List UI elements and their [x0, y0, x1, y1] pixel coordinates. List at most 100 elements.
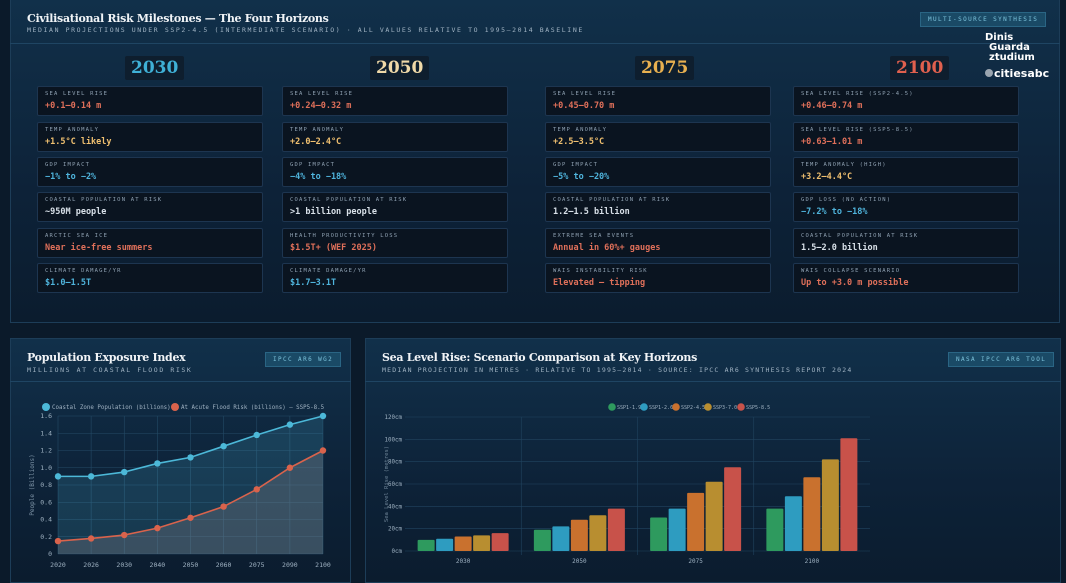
bar — [417, 539, 435, 551]
x-tick-label: 2075 — [688, 558, 703, 565]
y-tick-label: 1.0 — [40, 464, 52, 472]
metric-card: CLIMATE DAMAGE/YR $1.7–3.1T — [282, 263, 508, 293]
x-tick-label: 2030 — [456, 558, 471, 565]
metric-card: COASTAL POPULATION AT RISK ~950M people — [37, 192, 263, 222]
data-point — [54, 537, 62, 545]
metric-card: GDP IMPACT −1% to −2% — [37, 157, 263, 187]
legend-swatch — [608, 403, 616, 411]
metric-value: $1.5T+ (WEF 2025) — [290, 243, 377, 253]
metric-card: SEA LEVEL RISE +0.24–0.32 m — [282, 86, 508, 116]
metric-label: CLIMATE DAMAGE/YR — [290, 268, 367, 274]
x-tick-label: 2040 — [150, 561, 166, 569]
metric-card: TEMP ANOMALY +2.5–3.5°C — [545, 122, 771, 152]
year-heading: 2050 — [370, 56, 430, 80]
y-tick-label: 0.4 — [40, 516, 52, 524]
y-tick-label: 1.4 — [40, 429, 52, 437]
population-badge: IPCC AR6 WG2 — [265, 352, 342, 367]
metric-label: GDP IMPACT — [553, 162, 599, 168]
metric-label: GDP IMPACT — [290, 162, 336, 168]
metric-value: ~950M people — [45, 207, 107, 217]
metric-card: COASTAL POPULATION AT RISK >1 billion peo… — [282, 192, 508, 222]
bar — [454, 536, 472, 551]
metric-card: EXTREME SEA EVENTS Annual in 60%+ gauges — [545, 228, 771, 258]
legend-label: SSP2-4.5 — [681, 405, 705, 411]
y-tick-label: 40cm — [388, 504, 402, 510]
data-point — [319, 412, 327, 420]
bar — [840, 438, 858, 551]
data-point — [220, 442, 227, 450]
metric-value: $1.7–3.1T — [290, 278, 337, 288]
x-tick-label: 2100 — [805, 558, 820, 565]
metric-label: COASTAL POPULATION AT RISK — [290, 197, 408, 203]
metric-value: +0.46–0.74 m — [801, 101, 863, 111]
y-tick-label: 100cm — [385, 437, 403, 443]
metric-label: COASTAL POPULATION AT RISK — [801, 233, 919, 239]
data-point — [286, 421, 294, 428]
bar — [589, 515, 607, 551]
page-subtitle: MEDIAN PROJECTIONS UNDER SSP2-4.5 (INTER… — [27, 26, 584, 34]
metric-value: Elevated — tipping — [553, 278, 646, 288]
metric-value: −7.2% to −18% — [801, 207, 868, 217]
y-tick-label: 20cm — [388, 527, 402, 533]
metric-label: SEA LEVEL RISE (SSP5-8.5) — [801, 127, 914, 133]
legend-swatch — [672, 403, 680, 411]
data-point — [187, 454, 194, 461]
data-point — [121, 531, 128, 539]
data-point — [220, 503, 227, 510]
y-tick-label: 80cm — [388, 460, 402, 466]
divider — [365, 381, 1061, 382]
data-point — [154, 524, 161, 532]
metric-card: WAIS INSTABILITY RISK Elevated — tipping — [545, 263, 771, 293]
metric-card: COASTAL POPULATION AT RISK 1.5–2.0 billio… — [793, 228, 1019, 258]
metric-card: SEA LEVEL RISE (SSP5-8.5) +0.63–1.01 m — [793, 122, 1019, 152]
metric-value: +0.45–0.70 m — [553, 101, 615, 111]
metric-value: +0.63–1.01 m — [801, 137, 863, 147]
metric-label: EXTREME SEA EVENTS — [553, 233, 635, 239]
series-area — [58, 450, 323, 554]
bar — [705, 481, 723, 551]
year-heading: 2030 — [125, 56, 185, 80]
metric-label: SEA LEVEL RISE — [45, 91, 109, 97]
y-tick-label: 0.6 — [40, 498, 52, 506]
metric-label: TEMP ANOMALY (HIGH) — [801, 162, 887, 168]
bar — [766, 508, 784, 551]
year-heading: 2100 — [890, 56, 950, 80]
legend-label: At Acute Flood Risk (billions) — SSP5-8.… — [181, 405, 325, 411]
metric-label: WAIS COLLAPSE SCENARIO — [801, 268, 901, 274]
metric-value: +0.24–0.32 m — [290, 101, 352, 111]
metric-value: −4% to −18% — [290, 172, 347, 182]
metric-card: TEMP ANOMALY +1.5°C likely — [37, 122, 263, 152]
metric-card: GDP LOSS (NO ACTION) −7.2% to −18% — [793, 192, 1019, 222]
bar — [473, 535, 491, 551]
bar — [724, 467, 742, 551]
data-point — [187, 514, 194, 521]
metric-label: CLIMATE DAMAGE/YR — [45, 268, 122, 274]
metric-card: TEMP ANOMALY (HIGH) +3.2–4.4°C — [793, 157, 1019, 187]
legend-label: SSP1-1.9 — [617, 405, 641, 411]
legend-label: SSP1-2.6 — [649, 405, 673, 411]
sealevel-subtitle: MEDIAN PROJECTION IN METRES · RELATIVE T… — [382, 366, 853, 374]
metric-label: ARCTIC SEA ICE — [45, 233, 109, 239]
metric-value: Annual in 60%+ gauges — [553, 243, 661, 253]
population-subtitle: MILLIONS AT COASTAL FLOOD RISK — [27, 366, 193, 374]
data-point — [54, 473, 62, 480]
bar — [687, 492, 705, 551]
legend-swatch — [704, 403, 712, 411]
x-tick-label: 2026 — [83, 561, 99, 569]
metric-label: WAIS INSTABILITY RISK — [553, 268, 648, 274]
metric-card: CLIMATE DAMAGE/YR $1.0–1.5T — [37, 263, 263, 293]
x-tick-label: 2050 — [183, 561, 199, 569]
metric-label: COASTAL POPULATION AT RISK — [553, 197, 671, 203]
x-tick-label: 2030 — [116, 561, 132, 569]
bar — [570, 519, 588, 551]
metric-value: Near ice-free summers — [45, 243, 153, 253]
x-tick-label: 2075 — [249, 561, 265, 569]
metric-label: TEMP ANOMALY — [290, 127, 345, 133]
sealevel-title: Sea Level Rise: Scenario Comparison at K… — [382, 351, 697, 364]
bar — [650, 517, 668, 551]
population-panel — [10, 338, 351, 583]
metric-card: TEMP ANOMALY +2.0–2.4°C — [282, 122, 508, 152]
bar — [552, 526, 570, 551]
divider — [10, 381, 351, 382]
metric-card: SEA LEVEL RISE +0.1–0.14 m — [37, 86, 263, 116]
